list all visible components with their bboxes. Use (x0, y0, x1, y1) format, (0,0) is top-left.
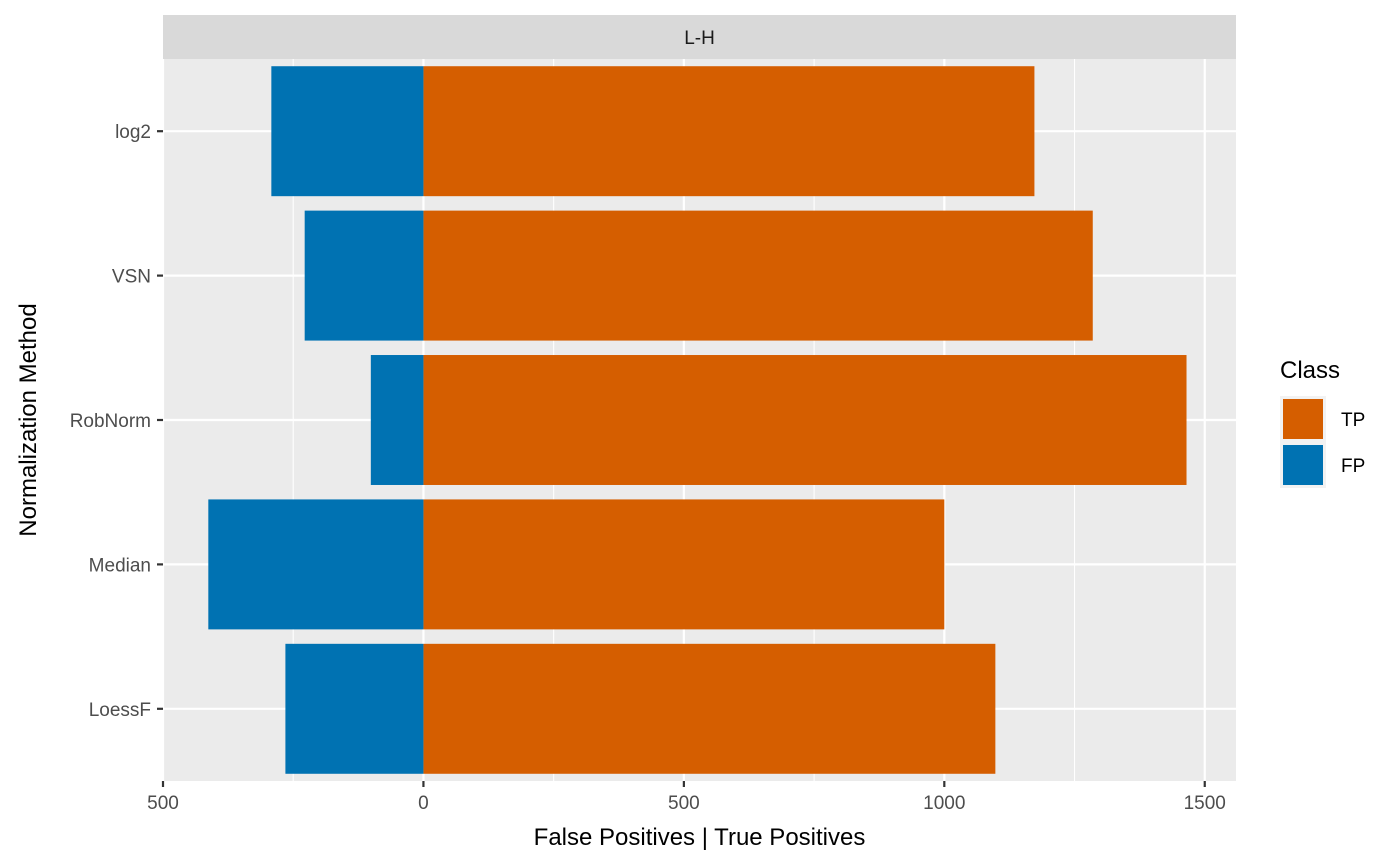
x-tick-label: 500 (147, 793, 179, 814)
bar-fp-robnorm (370, 355, 424, 485)
bar-fp-median (208, 499, 424, 630)
legend-title: Class (1280, 357, 1340, 384)
y-tick-label: VSN (112, 267, 151, 288)
bar-fp-log2 (271, 66, 424, 197)
bar-tp-log2 (423, 66, 1035, 197)
x-tick-label: 1000 (923, 793, 965, 814)
legend-swatch-tp (1283, 399, 1323, 439)
bar-tp-vsn (423, 210, 1093, 341)
axes: 500 0 500 1000 1500 log2 VSN RobNorm Median Loess… (70, 122, 1226, 814)
strip-background (163, 15, 1236, 59)
x-tick-label: 0 (418, 793, 429, 814)
bar-tp-median (423, 499, 945, 630)
legend-entry-label: FP (1341, 456, 1365, 477)
y-tick-label: Median (89, 555, 151, 576)
facet-label: L-H (684, 28, 715, 49)
y-axis-label: Normalization Method (15, 303, 42, 536)
y-tick-label: LoessF (89, 700, 151, 721)
bar-fp-vsn (304, 210, 424, 341)
legend: Class TP FP (1280, 357, 1365, 488)
bar-tp-robnorm (423, 355, 1187, 485)
legend-entry-label: TP (1341, 410, 1365, 431)
x-tick-label: 500 (668, 793, 700, 814)
bar-tp-loessf (423, 643, 996, 774)
bar-fp-loessf (285, 643, 424, 774)
bars (208, 66, 1187, 774)
legend-swatch-fp (1283, 445, 1323, 485)
y-tick-label: RobNorm (70, 411, 151, 432)
x-tick-label: 1500 (1184, 793, 1226, 814)
x-axis-label: False Positives | True Positives (534, 824, 866, 851)
y-tick-label: log2 (115, 122, 151, 143)
